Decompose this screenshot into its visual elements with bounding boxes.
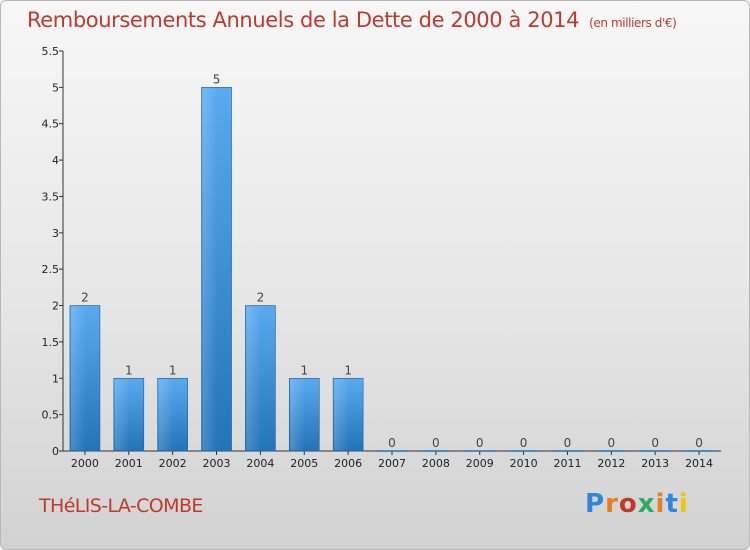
y-tick-label: 5.5 (42, 45, 60, 58)
data-label: 1 (344, 363, 352, 377)
bars (69, 87, 715, 452)
chart-title-text: Remboursements Annuels de la Dette de 20… (27, 8, 580, 32)
bar-highlight (70, 306, 86, 450)
data-label: 1 (125, 363, 133, 377)
x-tick-label: 2010 (510, 457, 538, 470)
data-label: 0 (564, 436, 572, 450)
y-tick-label: 5 (52, 81, 59, 94)
logo-letter: o (618, 489, 638, 519)
y-tick-label: 4 (52, 154, 59, 167)
bar-highlight (114, 379, 130, 450)
y-tick-label: 1.5 (42, 336, 60, 349)
logo-letter: t (665, 489, 679, 519)
data-label: 1 (169, 363, 177, 377)
x-tick-label: 2014 (685, 457, 713, 470)
x-tick-label: 2004 (246, 457, 274, 470)
y-tick-label: 2 (52, 300, 59, 313)
data-label: 2 (81, 291, 89, 305)
bar-highlight (246, 306, 262, 450)
x-tick-label: 2012 (597, 457, 625, 470)
data-label: 0 (695, 436, 703, 450)
logo-letter: P (585, 489, 606, 519)
data-label: 0 (388, 436, 396, 450)
logo-letter: i (678, 489, 689, 519)
logo-letter: r (605, 489, 619, 519)
x-tick-label: 2008 (422, 457, 450, 470)
x-tick-label: 2001 (115, 457, 143, 470)
x-tick-label: 2007 (378, 457, 406, 470)
data-label: 5 (213, 72, 221, 86)
data-label: 0 (432, 436, 440, 450)
y-tick-label: 2.5 (42, 263, 60, 276)
y-tick-label: 0.5 (42, 409, 60, 422)
data-label: 2 (257, 291, 265, 305)
logo-letter: x (637, 489, 656, 519)
y-tick-label: 3.5 (42, 190, 60, 203)
y-tick-label: 0 (52, 445, 59, 458)
y-tick-label: 3 (52, 227, 59, 240)
proxiti-logo[interactable]: Proxiti (585, 489, 689, 519)
bar-highlight (334, 379, 350, 450)
y-tick-label: 1 (52, 372, 59, 385)
bar-highlight (202, 88, 218, 450)
data-label: 0 (608, 436, 616, 450)
x-tick-label: 2006 (334, 457, 362, 470)
data-label: 0 (520, 436, 528, 450)
x-tick-label: 2009 (466, 457, 494, 470)
x-tick-label: 2005 (290, 457, 318, 470)
x-tick-label: 2003 (203, 457, 231, 470)
x-tick-label: 2002 (159, 457, 187, 470)
data-label: 1 (300, 363, 308, 377)
y-tick-label: 4.5 (42, 118, 60, 131)
bar-highlight (158, 379, 174, 450)
data-label: 0 (476, 436, 484, 450)
chart-title: Remboursements Annuels de la Dette de 20… (27, 8, 677, 32)
x-tick-label: 2013 (641, 457, 669, 470)
x-tick-label: 2011 (553, 457, 581, 470)
commune-name: THéLIS-LA-COMBE (39, 495, 203, 517)
x-tick-label: 2000 (71, 457, 99, 470)
data-labels: 2 1 1 5 2 1 1 0 0 0 0 0 0 0 0 (81, 72, 703, 450)
chart-unit: (en milliers d'€) (589, 16, 677, 30)
data-label: 0 (651, 436, 659, 450)
bar-highlight (290, 379, 306, 450)
logo-letter: i (655, 489, 666, 519)
